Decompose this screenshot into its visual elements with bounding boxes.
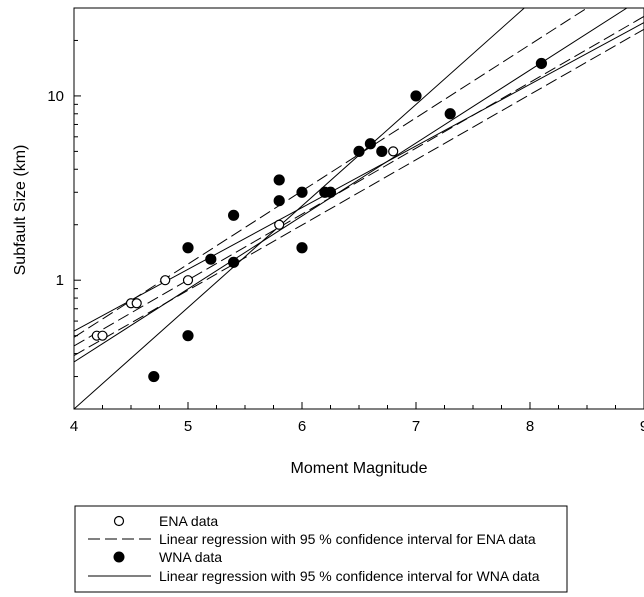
- y-tick-label-10: 10: [47, 88, 64, 105]
- x-tick-label-7: 7: [412, 418, 420, 435]
- wna-data-point-1: [148, 370, 160, 383]
- x-axis-title: Moment Magnitude: [291, 460, 428, 477]
- legend-item-2-label: Linear regression with 95 % confidence i…: [159, 531, 536, 547]
- y-axis: 1 10: [47, 7, 81, 410]
- legend-item-4-label: Linear regression with 95 % confidence i…: [159, 568, 540, 584]
- legend: ENA data Linear regression with 95 % conf…: [74, 505, 568, 593]
- wna-data-point-15: [376, 145, 388, 157]
- wna-lower-95-line: [74, 8, 525, 409]
- wna-data-point-16: [410, 90, 422, 102]
- regression-lines: [74, 8, 644, 409]
- legend-item-3-label: WNA data: [159, 549, 222, 565]
- ena-data-point-8: [388, 146, 399, 157]
- ena-data-point-5: [160, 275, 171, 286]
- y-axis-title: Subfault Size (km): [12, 145, 29, 276]
- x-tick-label-6: 6: [298, 418, 306, 435]
- wna-data-point-18: [535, 57, 548, 70]
- legend-item-1-marker: [113, 515, 125, 527]
- x-axis: 4 5 6 7 8 9: [70, 402, 644, 435]
- plot-frame: [73, 7, 644, 410]
- data-points: [91, 57, 548, 383]
- ena-fit-line: [74, 15, 644, 347]
- wna-data-point-8: [273, 174, 285, 186]
- ena-data-point-6: [182, 275, 194, 286]
- ena-data-point-4: [131, 298, 142, 309]
- wna-data-point-4: [205, 253, 217, 265]
- x-tick-label-5: 5: [184, 418, 192, 435]
- wna-data-point-7: [273, 195, 285, 207]
- wna-data-point-5: [228, 256, 240, 268]
- wna-upper-95-line: [74, 22, 644, 332]
- wna-data-point-9: [296, 242, 308, 254]
- wna-data-point-2: [182, 330, 194, 342]
- ena-lower-95-line: [74, 28, 644, 356]
- ena-data-point-2: [97, 330, 108, 341]
- wna-data-point-3: [182, 242, 194, 254]
- ena-data-point-7: [274, 219, 285, 230]
- wna-data-point-17: [444, 108, 456, 120]
- wna-data-point-13: [353, 145, 365, 157]
- wna-fit-line: [74, 8, 628, 363]
- wna-data-point-6: [228, 209, 240, 221]
- wna-data-point-12: [324, 186, 337, 198]
- legend-item-3-marker: [113, 551, 125, 563]
- plot-area-border: [73, 7, 644, 410]
- x-tick-label-8: 8: [526, 418, 534, 435]
- wna-data-point-14: [364, 138, 376, 150]
- x-tick-label-9: 9: [640, 418, 644, 435]
- legend-item-1-label: ENA data: [159, 513, 218, 529]
- legend-box: [74, 505, 568, 593]
- x-tick-label-4: 4: [70, 418, 78, 435]
- wna-data-point-10: [296, 186, 308, 198]
- ena-upper-95-line: [74, 8, 588, 338]
- y-tick-label-1: 1: [56, 272, 64, 289]
